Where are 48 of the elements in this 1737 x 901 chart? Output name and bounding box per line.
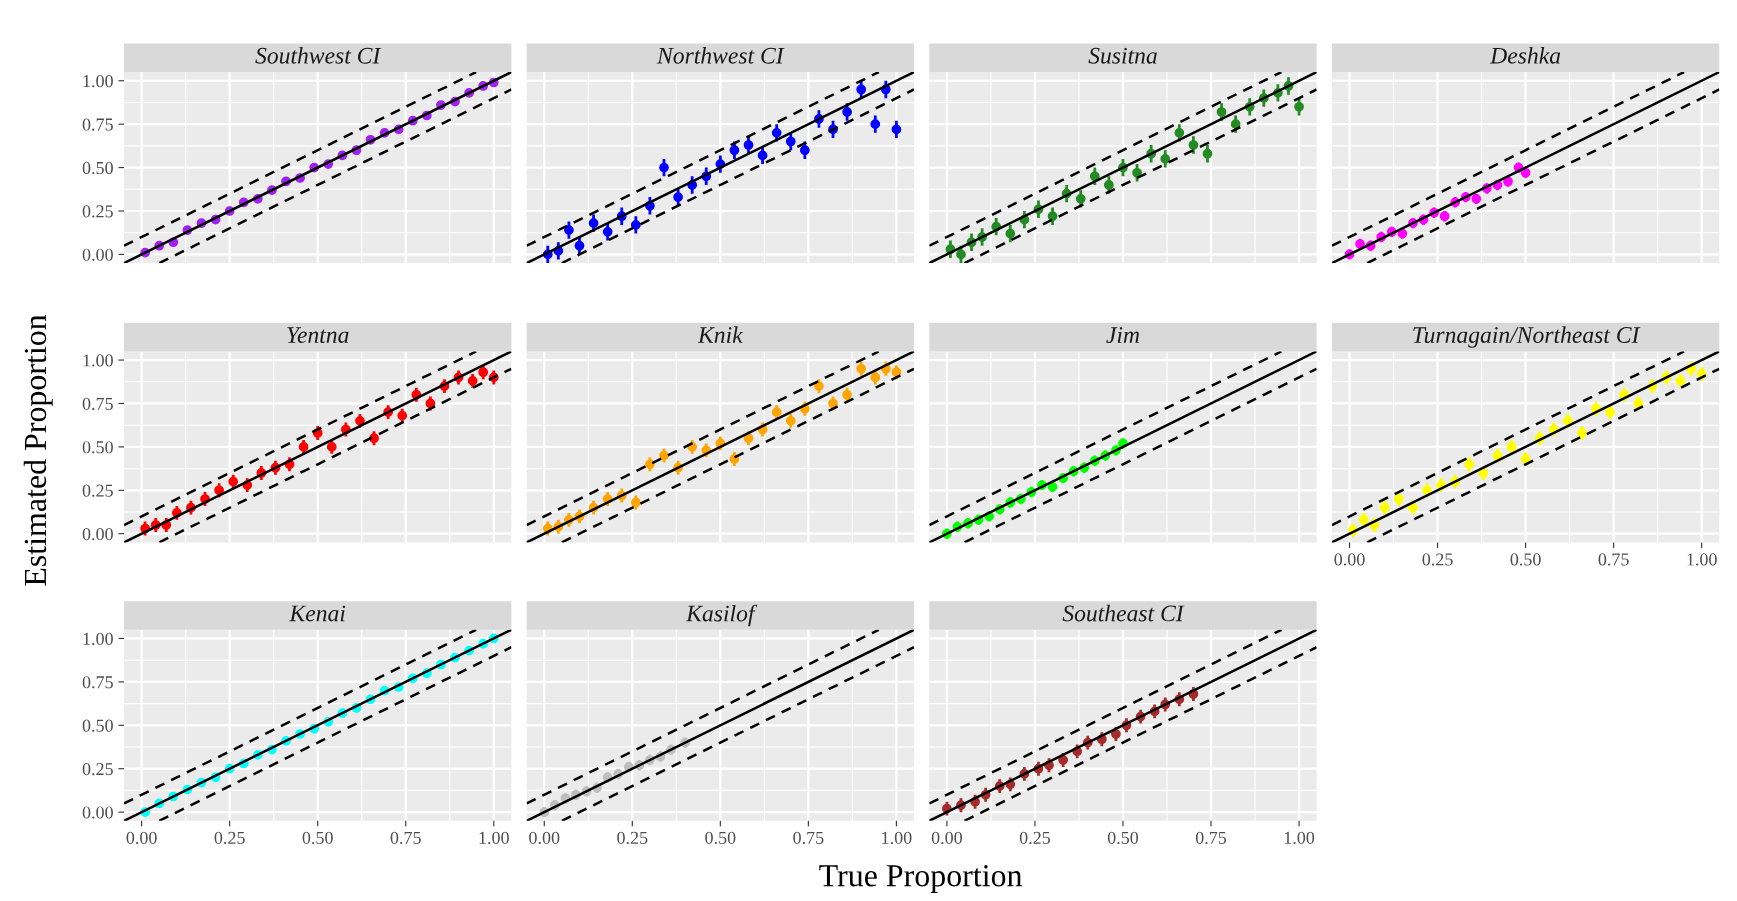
chart-title: Knik [697, 326, 743, 343]
x-tick-label: 0.50 [302, 831, 333, 845]
y-tick-label: 0.25 [82, 762, 113, 776]
chart-title: Jim [1106, 327, 1140, 343]
y-tick-label: 1.00 [83, 75, 113, 88]
x-tick-label: 0.50 [1107, 831, 1139, 845]
x-tick-label: 0.00 [1334, 553, 1365, 566]
x-tick-label: 0.75 [390, 831, 421, 845]
chart-title: Northwest CI [656, 47, 785, 64]
chart-title: Susitna [1088, 47, 1157, 64]
chart-title: Southwest CI [255, 47, 382, 64]
x-tick-label: 1.00 [1687, 553, 1717, 566]
y-tick-label: 1.00 [83, 632, 113, 645]
x-tick-label: 0.25 [1422, 553, 1453, 566]
x-tick-label: 0.50 [705, 831, 736, 845]
x-tick-label: 0.25 [214, 831, 245, 845]
x-tick-label: 0.00 [931, 831, 963, 845]
y-tick-label: 0.50 [82, 161, 113, 175]
x-tick-label: 1.00 [882, 831, 912, 845]
x-tick-label: 0.75 [793, 831, 824, 845]
chart-title: Kenai [289, 605, 346, 622]
y-tick-label: 0.25 [82, 484, 113, 497]
x-tick-label: 0.50 [1510, 553, 1541, 566]
x-tick-label: 0.25 [617, 831, 648, 845]
y-tick-label: 0.75 [82, 118, 113, 131]
y-tick-label: 0.75 [82, 676, 113, 689]
x-tick-label: 1.00 [479, 831, 509, 845]
y-tick-label: 0.50 [82, 719, 113, 732]
y-tick-label: 0.25 [82, 205, 113, 218]
y-tick-label: 0.00 [82, 248, 113, 261]
chart-title: Southeast CI [1062, 604, 1185, 622]
y-tick-label: 1.00 [83, 354, 113, 367]
y-tick-label: 0.00 [82, 527, 113, 541]
x-tick-label: 0.75 [1195, 831, 1227, 845]
x-tick-label: 0.00 [529, 831, 560, 845]
chart-title: Kasilof [685, 604, 758, 627]
y-axis-title: Estimated Proportion [23, 314, 53, 586]
x-tick-label: 0.00 [126, 831, 157, 845]
x-tick-label: 0.75 [1598, 553, 1629, 566]
x-tick-label: 1.00 [1284, 831, 1315, 845]
chart-title: Deshka [1489, 47, 1561, 64]
y-tick-label: 0.50 [82, 441, 113, 454]
x-axis-title: True Proportion [819, 865, 1023, 893]
x-tick-label: 0.25 [1019, 831, 1051, 845]
y-tick-label: 0.00 [82, 806, 113, 819]
y-tick-label: 0.75 [82, 397, 113, 411]
chart-title: Yentna [287, 327, 349, 343]
chart-title: Turnagain/Northeast CI [1413, 326, 1641, 348]
